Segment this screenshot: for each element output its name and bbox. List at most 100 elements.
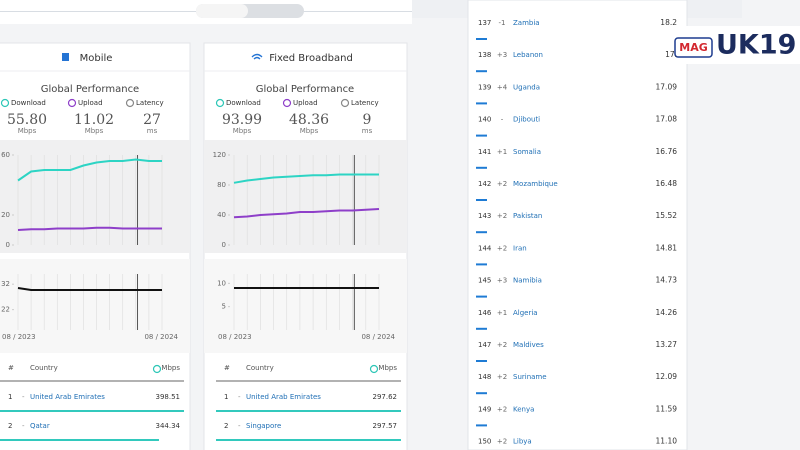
- speed: 17.: [665, 50, 677, 59]
- metric-value: 9: [363, 112, 372, 128]
- change: +3: [497, 51, 507, 59]
- y-tick-label: 80: [217, 181, 226, 189]
- column-header: Country: [30, 364, 58, 372]
- change: +3: [497, 277, 507, 285]
- change: -: [238, 393, 241, 401]
- country[interactable]: United Arab Emirates: [246, 393, 321, 401]
- speed: 11.59: [656, 404, 678, 413]
- change: +2: [497, 438, 507, 446]
- speed-bar: [216, 439, 401, 441]
- chart-bg: [0, 140, 190, 253]
- y-tick-label: 0: [6, 241, 10, 249]
- metric-value: 55.80: [7, 112, 47, 128]
- y-tick-label: 22: [1, 306, 10, 314]
- country[interactable]: United Arab Emirates: [30, 393, 105, 401]
- country[interactable]: Zambia: [513, 19, 540, 27]
- metric-label: Latency: [136, 99, 164, 107]
- column-header: Mbps: [161, 364, 180, 372]
- logo-mag-box: [674, 37, 713, 58]
- country[interactable]: Libya: [513, 438, 532, 446]
- country[interactable]: Algeria: [513, 309, 538, 317]
- metric-icon: [67, 98, 77, 108]
- y-tick-label: 20: [1, 211, 10, 219]
- rank: 141: [478, 148, 491, 156]
- logo-mag: MAG: [679, 41, 708, 54]
- country[interactable]: Iran: [513, 244, 527, 252]
- country[interactable]: Pakistan: [513, 212, 542, 220]
- y-tick-label: 5: [222, 303, 226, 311]
- speed: 297.57: [373, 422, 398, 430]
- rank: 137: [478, 19, 491, 27]
- metric-value: 93.99: [222, 112, 262, 128]
- speed: 14.73: [656, 276, 678, 285]
- metric-label: Upload: [78, 99, 103, 107]
- change: -: [238, 422, 241, 430]
- speed: 12.09: [656, 372, 678, 381]
- series-line: [17, 287, 162, 291]
- metric-icon: [0, 98, 10, 108]
- country[interactable]: Djibouti: [513, 116, 540, 124]
- rank: 146: [478, 309, 492, 317]
- rank: 150: [478, 438, 491, 446]
- metric-label: Download: [226, 99, 261, 107]
- date-start: 08 / 2023: [2, 333, 36, 341]
- y-tick-label: 10: [217, 279, 226, 287]
- rank: 143: [478, 212, 491, 220]
- rank: 1: [224, 393, 228, 401]
- change: +4: [497, 83, 508, 91]
- y-tick-label: 120: [213, 151, 226, 159]
- country[interactable]: Kenya: [513, 405, 534, 413]
- country[interactable]: Qatar: [30, 422, 50, 430]
- rank: 149: [478, 405, 491, 413]
- date-end: 08 / 2024: [144, 333, 178, 341]
- country[interactable]: Maldives: [513, 341, 544, 349]
- logo-brand: UK19: [716, 30, 796, 61]
- date-end: 08 / 2024: [361, 333, 395, 341]
- mbps-icon: [152, 364, 162, 374]
- change: +2: [497, 244, 507, 252]
- speed: 344.34: [156, 422, 181, 430]
- metric-unit: ms: [362, 127, 373, 135]
- rank: 144: [478, 244, 492, 252]
- rank: 1: [8, 393, 12, 401]
- subtitle: Global Performance: [41, 84, 139, 95]
- country[interactable]: Mozambique: [513, 180, 558, 188]
- y-tick-label: 40: [217, 211, 226, 219]
- speed-bar: [0, 439, 159, 441]
- speed: 14.81: [656, 243, 678, 252]
- change: +1: [497, 309, 507, 317]
- country[interactable]: Somalia: [513, 148, 541, 156]
- metric-unit: Mbps: [300, 127, 319, 135]
- speed: 16.48: [656, 179, 678, 188]
- country[interactable]: Namibia: [513, 277, 542, 285]
- speed: 17.09: [656, 82, 678, 91]
- metric-value: 27: [143, 112, 161, 128]
- rank: 2: [224, 422, 228, 430]
- country[interactable]: Suriname: [513, 373, 547, 381]
- metric-value: 11.02: [74, 112, 114, 128]
- metric-icon: [282, 98, 292, 108]
- y-tick-label: 60: [1, 151, 10, 159]
- rank: 147: [478, 341, 491, 349]
- country[interactable]: Singapore: [246, 422, 281, 430]
- change: +2: [497, 341, 507, 349]
- series-line: [233, 173, 379, 184]
- metric-icon: [125, 98, 135, 108]
- series-line: [233, 208, 380, 219]
- change: -1: [499, 19, 506, 27]
- metric-label: Latency: [351, 99, 379, 107]
- change: +2: [497, 180, 507, 188]
- speed-bar: [216, 410, 401, 412]
- country[interactable]: Uganda: [513, 83, 540, 91]
- subtitle: Global Performance: [256, 84, 354, 95]
- metric-unit: Mbps: [18, 127, 37, 135]
- metric-unit: Mbps: [85, 127, 104, 135]
- speed: 13.27: [656, 340, 678, 349]
- change: +2: [497, 212, 507, 220]
- metric-icon: [215, 98, 225, 108]
- change: +2: [497, 373, 507, 381]
- rank: 148: [478, 373, 491, 381]
- country[interactable]: Lebanon: [513, 51, 543, 59]
